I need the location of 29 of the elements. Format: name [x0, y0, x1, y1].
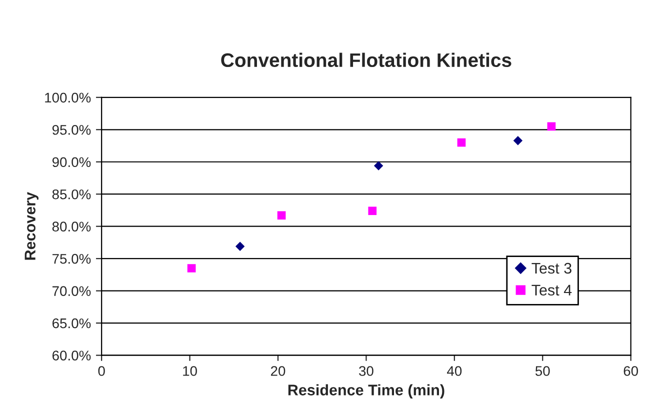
y-tick-label: 65.0% [52, 318, 91, 328]
legend-label: Test 4 [532, 284, 572, 296]
point [368, 206, 377, 216]
y-tick-label: 75.0% [52, 254, 91, 264]
y-tick-label: 90.0% [52, 157, 91, 168]
y-axis-title: Recovery [24, 192, 39, 260]
point [457, 138, 466, 147]
x-tick-label: 30 [359, 366, 374, 376]
point [547, 122, 556, 131]
y-tick-label: 80.0% [52, 222, 91, 232]
point [235, 242, 245, 251]
point [277, 211, 286, 220]
x-tick-label: 20 [270, 366, 286, 376]
y-tick-label: 85.0% [52, 189, 91, 200]
y-tick-label: 100.0% [45, 92, 91, 103]
y-tick-label: 95.0% [52, 124, 91, 135]
x-tick-label: 0 [98, 366, 105, 376]
x-tick-label: 50 [535, 366, 550, 376]
x-axis-title: Residence Time (min) [288, 384, 444, 398]
x-tick-label: 40 [447, 366, 462, 376]
point [374, 161, 384, 170]
x-tick-label: 10 [183, 366, 197, 376]
point [513, 136, 523, 146]
y-tick-label: 70.0% [52, 286, 91, 296]
y-tick-label: 60.0% [52, 350, 91, 360]
chart-title: Conventional Flotation Kinetics [221, 52, 512, 68]
legend-label: Test 3 [532, 262, 572, 274]
x-tick-label: 60 [624, 366, 638, 376]
point [187, 264, 196, 272]
